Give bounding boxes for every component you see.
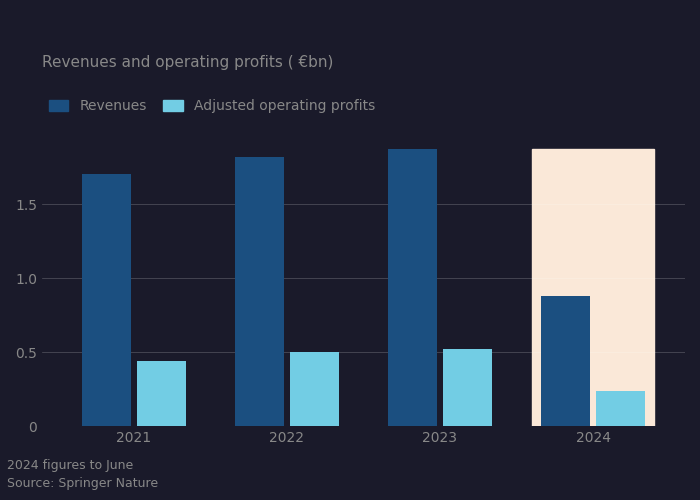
Bar xyxy=(82,174,131,426)
Text: 2024 figures to June: 2024 figures to June xyxy=(7,460,133,472)
Text: Source: Springer Nature: Source: Springer Nature xyxy=(7,477,158,490)
Text: Revenues and operating profits ( €bn): Revenues and operating profits ( €bn) xyxy=(42,55,333,70)
Bar xyxy=(388,149,437,426)
Bar xyxy=(136,361,186,426)
Bar xyxy=(532,149,654,426)
Bar xyxy=(234,156,284,426)
Bar xyxy=(541,296,590,426)
Bar xyxy=(596,390,645,426)
Bar xyxy=(443,349,492,426)
Bar xyxy=(290,352,339,426)
Legend: Revenues, Adjusted operating profits: Revenues, Adjusted operating profits xyxy=(49,99,375,113)
